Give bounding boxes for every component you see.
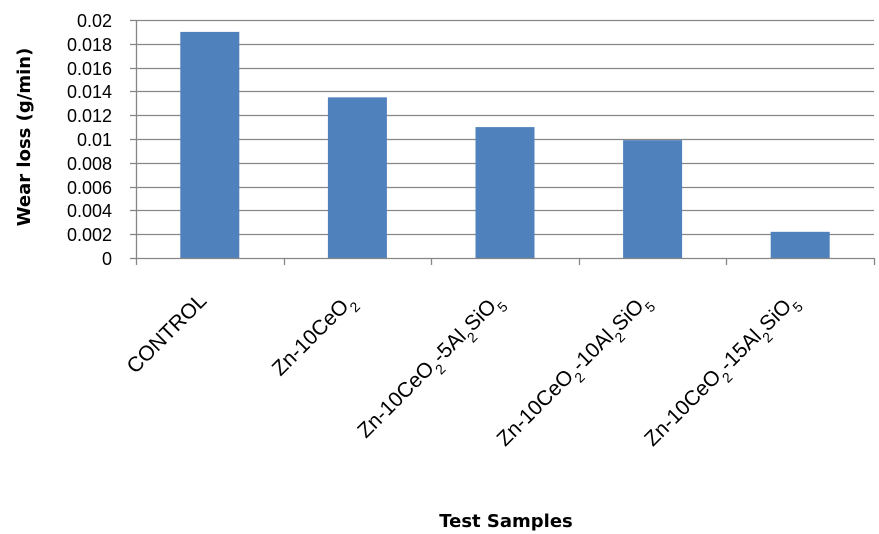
y-tick-labels: 0 0.002 0.004 0.006 0.008 0.01 0.012 0.014 0.016… — [67, 11, 112, 269]
bars — [180, 31, 830, 259]
y-tick-label: 0 — [102, 249, 112, 269]
y-tick-label: 0.006 — [67, 178, 112, 198]
y-tick-label: 0.004 — [67, 201, 112, 221]
y-tick-label: 0.008 — [67, 154, 112, 174]
x-tick-label: CONTROL — [122, 289, 211, 378]
x-tick-label: Zn-10CeO2 — [268, 289, 363, 384]
y-tick-label: 0.02 — [77, 11, 112, 31]
y-tick-label: 0.002 — [67, 225, 112, 245]
axes — [130, 19, 876, 265]
bar-2 — [327, 97, 387, 258]
y-tick-label: 0.012 — [67, 106, 112, 126]
y-tick-label: 0.014 — [67, 82, 112, 102]
y-axis-title: Wear loss (g/min) — [14, 48, 35, 227]
x-tick-label: Zn-10CeO2-15Al2SiO5 — [640, 289, 806, 455]
bar-4 — [623, 140, 683, 258]
x-tick-labels: CONTROL Zn-10CeO2Zn-10CeO2-5Al2SiO5Zn-10C… — [122, 289, 806, 455]
bar-1 — [180, 31, 240, 259]
x-tick-label: Zn-10CeO2-5Al2SiO5 — [353, 289, 511, 447]
y-tick-label: 0.01 — [77, 130, 112, 150]
y-tick-label: 0.016 — [67, 59, 112, 79]
bar-5 — [770, 231, 830, 258]
y-tick-label: 0.018 — [67, 35, 112, 55]
x-axis-title: Test Samples — [439, 511, 573, 532]
x-tick-label: Zn-10CeO2-10Al2SiO5 — [493, 289, 659, 455]
bar-3 — [475, 127, 535, 258]
